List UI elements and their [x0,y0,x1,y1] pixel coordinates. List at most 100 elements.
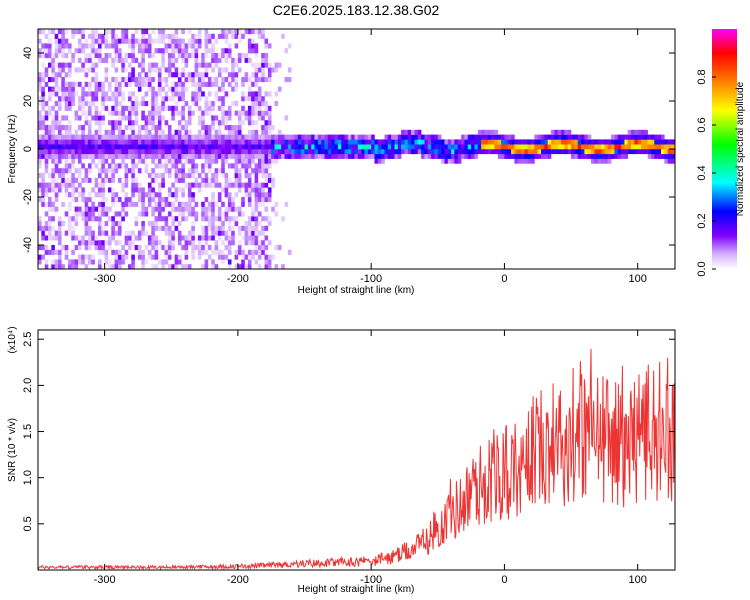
spectrogram-cell [74,149,79,155]
spectrogram-cell [247,105,252,111]
spectrogram-cell [44,115,49,121]
spectrogram-cell [118,38,122,44]
spectrogram-cell [124,29,129,35]
spectrogram-cell [224,192,229,198]
spectrogram-cell [54,77,59,83]
spectrogram-cell [621,144,625,150]
spectrogram-cell [61,33,65,39]
spectrogram-cell [277,144,282,150]
spectrogram-cell [91,134,95,140]
spectrogram-cell [38,216,42,222]
spectrogram-cell [134,101,139,107]
spectrogram-cell [534,134,538,140]
spectrogram-cell [137,81,142,87]
spectrogram-cell [167,62,172,68]
spectrogram-cell [108,177,112,183]
spectrogram-cell [241,235,245,241]
spectrogram-cell [118,197,122,203]
spectrogram-cell [174,225,179,231]
spectrogram-cell [151,105,155,111]
spectrogram-cell [184,62,189,68]
spectrogram-cell [407,149,412,155]
spectrogram-cell [177,168,182,174]
spectrogram-cell [174,43,179,49]
spectrogram-cell [584,139,588,145]
spectrogram-cell [194,48,199,54]
spectrogram-cell [61,77,65,83]
spectrogram-cell [217,129,222,135]
spectrogram-cell [257,91,262,97]
spectrogram-cell [517,139,522,145]
spectrogram-cell [491,129,495,135]
spectrogram-cell [81,192,85,198]
spectrogram-cell [78,48,82,54]
spectrogram-cell [131,259,135,265]
spectrogram-cell [58,182,62,188]
spectrogram-cell [114,254,119,260]
spectrogram-cell [147,187,152,193]
spectrogram-cell [51,187,55,193]
spectrogram-cell [247,86,252,92]
spectrogram-cell [121,115,125,121]
spectrogram-cell [477,129,482,135]
spectrogram-cell [177,211,182,217]
spectrogram-cell [357,139,362,145]
spectrogram-cell [54,149,59,155]
spectrogram-cell [101,187,105,193]
spectrogram-cell [171,153,175,159]
spectrogram-cell [647,134,652,140]
spectrogram-cell [461,153,465,159]
spectrogram-cell [154,101,159,107]
spectrogram-cell [497,134,502,140]
spectrogram-cell [154,264,159,270]
spectrogram-cell [68,43,72,49]
spectrogram-cell [431,153,435,159]
spectrogram-cell [274,67,279,73]
spectrogram-cell [594,139,598,145]
spectrogram-cell [134,187,139,193]
spectrogram-cell [244,254,249,260]
spectrogram-cell [144,38,149,44]
spectrogram-cell [58,139,62,145]
spectrogram-cell [431,134,435,140]
spectrogram-cell [191,153,195,159]
spectrogram-cell [174,149,179,155]
spectrogram-cell [64,245,69,251]
spectrogram-cell [91,101,95,107]
spectrogram-cell [364,139,369,145]
spectrogram-cell [194,62,199,68]
spectrogram-cell [61,139,65,145]
spectrogram-cell [64,144,69,150]
spectrogram-cell [104,38,109,44]
spectrogram-cell [191,134,195,140]
spectrogram-cell [131,72,135,78]
spectrogram-cell [521,153,525,159]
spectrogram-cell [211,173,215,179]
spectrogram-cell [68,86,72,92]
spectrogram-cell [48,182,52,188]
spectrogram-cell [137,149,142,155]
spectrogram-cell [244,182,249,188]
spectrogram-cell [137,72,142,78]
spectrogram-cell [78,57,82,63]
spectrogram-cell [121,105,125,111]
spectrogram-cell [307,149,312,155]
spectrogram-cell [244,139,249,145]
spectrogram-cell [224,139,229,145]
spectrogram-cell [267,67,272,73]
spectrogram-cell [261,125,265,131]
spectrogram-cell [554,129,558,135]
spectrogram-cell [104,254,109,260]
spectrogram-cell [241,77,245,83]
spectrogram-cell [147,139,152,145]
spectrogram-cell [108,240,112,246]
spectrogram-cell [48,62,52,68]
spectrogram-cell [124,81,129,87]
spectrogram-cell [197,38,202,44]
spectrogram-cell [237,120,242,126]
spectrogram-cell [124,153,129,159]
spectrogram-cell [108,144,112,150]
spectrogram-cell [327,134,332,140]
spectrogram-cell [161,201,165,207]
spectrogram-cell [167,86,172,92]
